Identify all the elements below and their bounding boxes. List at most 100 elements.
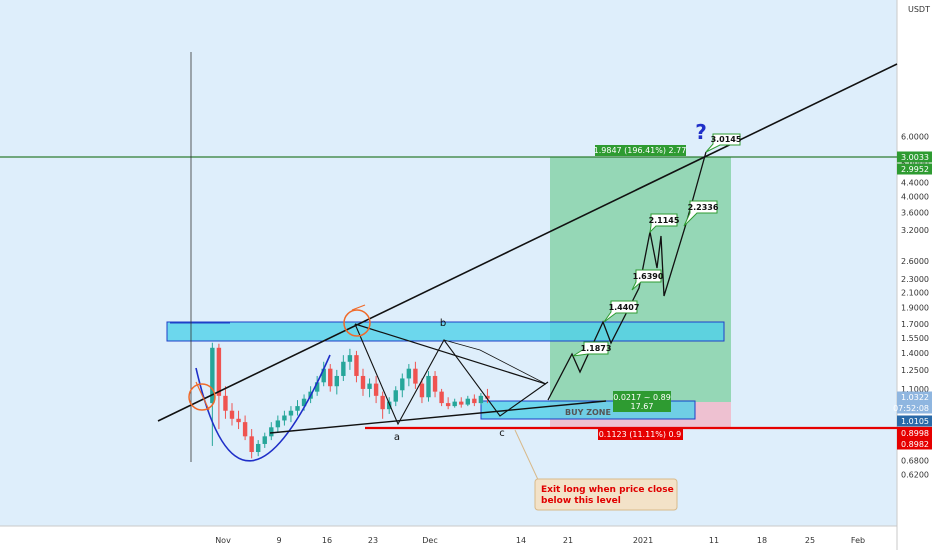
candle-bull: [387, 401, 392, 410]
candle-bull: [393, 390, 398, 402]
candle-bull: [295, 406, 300, 411]
date-tick-label: 14: [516, 536, 526, 545]
svg-text:1.1873: 1.1873: [581, 344, 612, 353]
price-tick-label: 2.1000: [901, 289, 929, 298]
candle-bear: [380, 395, 385, 410]
date-tick-label: 23: [368, 536, 378, 545]
breakout-marker-1: [188, 383, 216, 411]
candle-bull: [426, 375, 431, 398]
price-tick-label: 1.9000: [901, 304, 929, 313]
candle-bear: [432, 375, 438, 392]
price-tick-label: 3.2000: [901, 226, 929, 235]
price-axis-background: [897, 0, 932, 550]
candle-bull: [465, 398, 470, 405]
price-tick-label: 1.5500: [901, 334, 929, 343]
candle-bear: [216, 347, 222, 396]
price-tag-box: [897, 402, 932, 414]
rising-trendline[interactable]: [157, 63, 898, 422]
svg-text:1.6390: 1.6390: [633, 272, 664, 281]
resistance-zone[interactable]: [166, 321, 725, 342]
candle-bull: [288, 410, 294, 416]
target-callout-3: 1.6390: [631, 269, 664, 291]
candle-bear: [328, 368, 333, 387]
price-tick-label: 4.0000: [901, 193, 929, 202]
ratio-sub-label: 17.67: [631, 402, 654, 411]
date-tick-label: 18: [757, 536, 767, 545]
candle-bull: [301, 398, 307, 407]
stop-label: 0.1123 (11.11%) 0.9: [599, 430, 682, 439]
price-tag-label: 0.8998: [901, 429, 929, 438]
descending-trendline[interactable]: [354, 323, 547, 385]
candle-bull: [321, 368, 326, 383]
note-line-1: Exit long when price close: [541, 485, 674, 495]
candle-bear: [439, 391, 444, 404]
price-tick-label: 1.7000: [901, 320, 929, 329]
candle-bear: [419, 383, 425, 398]
price-axis-tags: 3.0033 2.9952 1.0322 07:52:08 1.0105 0.8998 0.…: [893, 151, 932, 450]
target-label: 1.9847 (196.41%) 2.77: [594, 146, 687, 155]
price-tick-label: 4.4000: [901, 179, 929, 188]
candle-bear: [223, 395, 228, 411]
wave-label-c: c: [499, 428, 505, 439]
candle-bull: [452, 401, 457, 407]
date-tick-label: 2021: [633, 536, 653, 545]
candle-bear: [445, 403, 451, 407]
candle-bear: [236, 418, 241, 423]
question-mark: ?: [695, 120, 707, 144]
time-axis-background: [0, 526, 897, 550]
date-tick-label: 16: [322, 536, 332, 545]
candle-bull: [210, 347, 215, 404]
target-callout-5: 2.2336: [683, 200, 719, 227]
candle-bear: [354, 355, 359, 376]
date-tick-label: 21: [563, 536, 573, 545]
target-callout-2: 1.4407: [603, 300, 640, 323]
price-tick-label: 2.3000: [901, 275, 929, 284]
stop-label-box: [598, 429, 683, 440]
price-tag-label: 2.9952: [901, 165, 929, 174]
candle-bear: [413, 368, 418, 384]
date-tick-label: Nov: [215, 536, 231, 545]
time-axis-ticks: Nov 9 16 23 Dec 14 21 2021 11 18 25 Feb: [215, 536, 865, 545]
price-tick-label: 1.4000: [901, 349, 929, 358]
candle-bull: [282, 415, 287, 421]
price-tag-label: 07:52:08: [893, 404, 929, 413]
note-box[interactable]: [534, 478, 678, 511]
price-tag-box: [897, 391, 932, 403]
price-axis-unit: USDT: [908, 5, 930, 14]
support-trendline[interactable]: [269, 400, 607, 434]
wave-label-b: b: [440, 318, 446, 329]
svg-text:3.0145: 3.0145: [711, 135, 742, 144]
price-tag-label: 1.0105: [901, 417, 929, 426]
svg-text:2.2336: 2.2336: [688, 203, 719, 212]
candle-bull: [262, 436, 267, 444]
price-tick-label: 1.1000: [901, 385, 929, 394]
candle-bull: [347, 355, 353, 362]
plot-background: [0, 0, 897, 526]
svg-text:1.4407: 1.4407: [609, 303, 640, 312]
price-tick-label: 1.2500: [901, 366, 929, 375]
candle-bull: [400, 378, 405, 391]
note-line-2: below this level: [541, 496, 621, 506]
price-tick-label: 3.6000: [901, 208, 929, 217]
candle-bull: [334, 375, 339, 387]
candle-bull: [367, 383, 372, 389]
projected-price-path: [547, 151, 707, 401]
candle-bear: [229, 410, 235, 419]
date-tick-label: Feb: [851, 536, 865, 545]
breakout-marker-2: [343, 309, 371, 337]
candle-bull: [314, 382, 320, 392]
price-tag-box: [897, 415, 932, 427]
price-tag-box: [897, 438, 932, 450]
date-tick-label: 25: [805, 536, 815, 545]
wave-label-a: a: [394, 432, 400, 443]
candle-bear: [249, 436, 254, 453]
price-tick-label: 2.6000: [901, 257, 929, 266]
target-label-box: [595, 145, 686, 156]
candle-bear: [360, 375, 366, 389]
breakout-marker-2-tick: [351, 304, 366, 311]
candle-bull: [269, 427, 274, 437]
price-tag-label: 1.0322: [901, 393, 929, 402]
candle-bear: [373, 383, 379, 396]
